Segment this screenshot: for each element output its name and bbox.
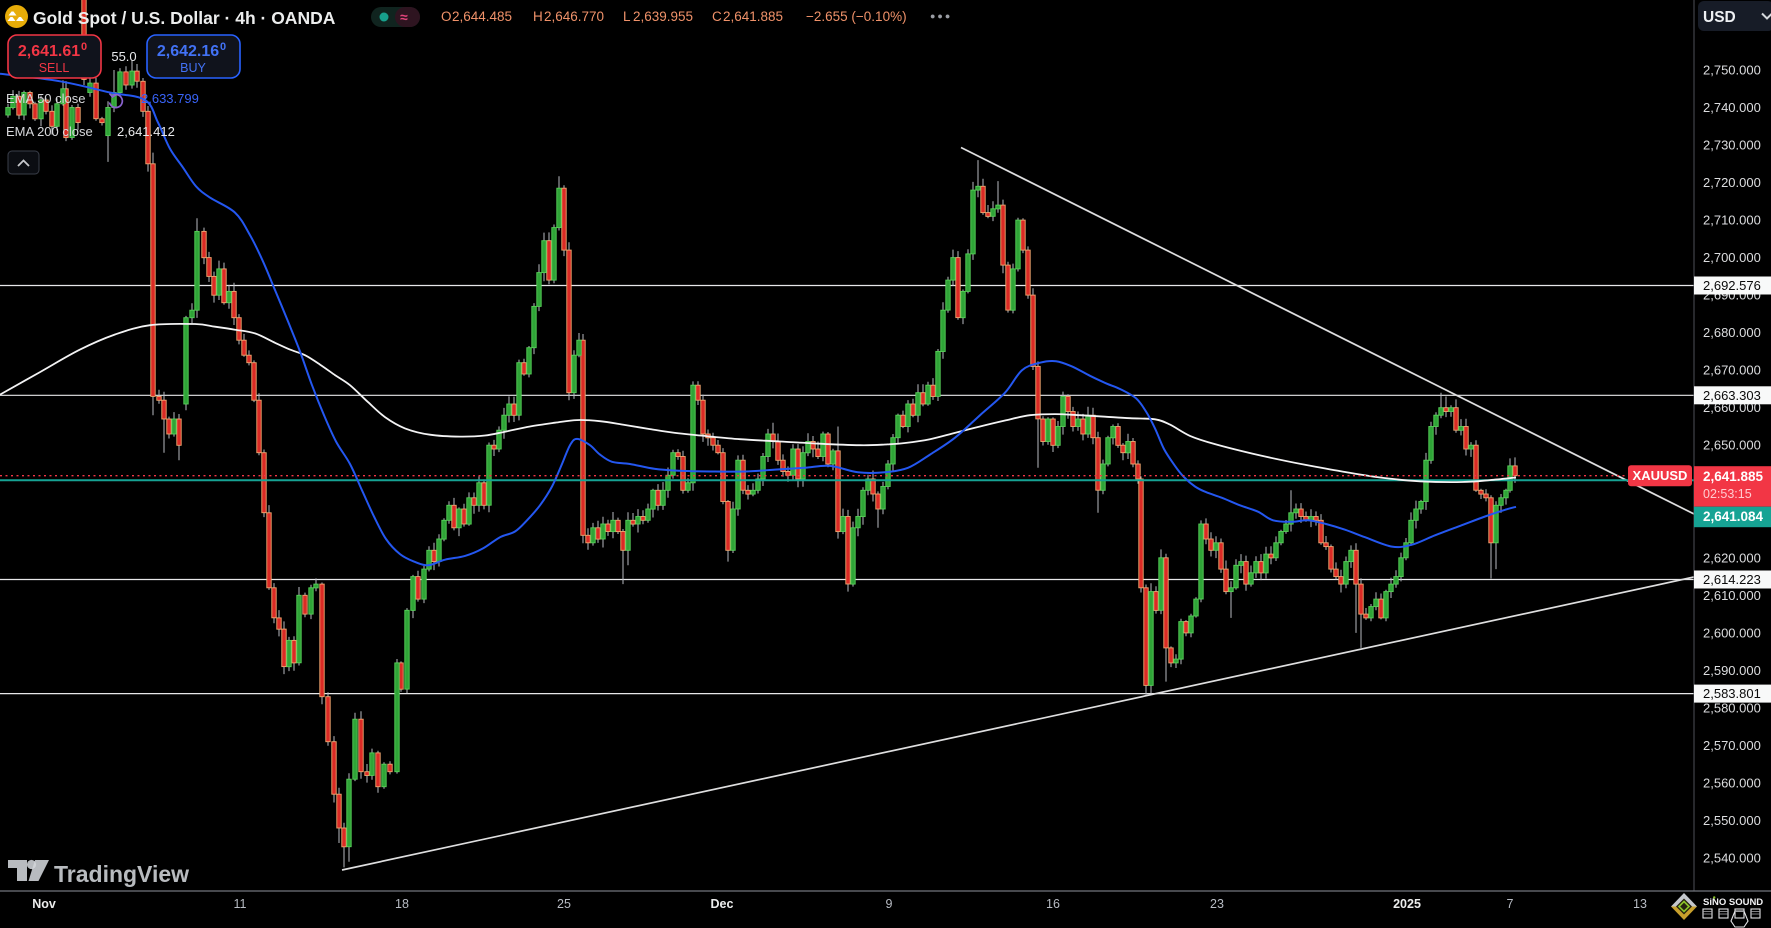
svg-text:2,639.955: 2,639.955	[633, 9, 693, 24]
svg-text:2,641.412: 2,641.412	[117, 124, 175, 139]
svg-text:2025: 2025	[1393, 897, 1421, 911]
svg-text:2,641.084: 2,641.084	[1703, 509, 1764, 524]
svg-text:2,614.223: 2,614.223	[1703, 572, 1761, 587]
svg-text:0: 0	[220, 41, 226, 53]
svg-text:−2.655 (−0.10%): −2.655 (−0.10%)	[806, 9, 907, 24]
svg-text:2,720.000: 2,720.000	[1703, 175, 1761, 190]
svg-text:2,633.799: 2,633.799	[141, 91, 199, 106]
svg-text:18: 18	[395, 897, 409, 911]
svg-text:BUY: BUY	[180, 61, 206, 75]
svg-text:USD: USD	[1703, 9, 1736, 26]
svg-text:2,570.000: 2,570.000	[1703, 738, 1761, 753]
svg-text:2,540.000: 2,540.000	[1703, 851, 1761, 866]
svg-text:2,550.000: 2,550.000	[1703, 813, 1761, 828]
svg-text:TradingView: TradingView	[54, 861, 189, 887]
svg-text:2,642.16: 2,642.16	[157, 43, 219, 60]
svg-text:2,730.000: 2,730.000	[1703, 138, 1761, 153]
svg-text:2,646.770: 2,646.770	[544, 9, 604, 24]
svg-text:2,610.000: 2,610.000	[1703, 588, 1761, 603]
svg-text:≈: ≈	[400, 9, 408, 25]
svg-text:2,670.000: 2,670.000	[1703, 363, 1761, 378]
svg-text:0: 0	[81, 41, 87, 53]
svg-text:Nov: Nov	[32, 897, 56, 911]
svg-text:9: 9	[886, 897, 893, 911]
svg-text:2,650.000: 2,650.000	[1703, 438, 1761, 453]
svg-text:23: 23	[1210, 897, 1224, 911]
svg-text:25: 25	[557, 897, 571, 911]
svg-text:O: O	[441, 9, 452, 24]
svg-text:2,740.000: 2,740.000	[1703, 100, 1761, 115]
svg-text:2,641.885: 2,641.885	[723, 9, 783, 24]
svg-text:55.0: 55.0	[111, 49, 136, 64]
svg-text:C: C	[712, 9, 722, 24]
svg-text:2,692.576: 2,692.576	[1703, 278, 1761, 293]
svg-text:XAUUSD: XAUUSD	[1633, 468, 1688, 483]
svg-text:Dec: Dec	[711, 897, 734, 911]
svg-text:2,583.801: 2,583.801	[1703, 686, 1761, 701]
svg-text:Gold Spot / U.S. Dollar · 4h ·: Gold Spot / U.S. Dollar · 4h · OANDA	[33, 8, 336, 28]
svg-text:2,641.885: 2,641.885	[1703, 469, 1764, 484]
svg-text:2,710.000: 2,710.000	[1703, 213, 1761, 228]
svg-text:2,641.61: 2,641.61	[18, 43, 80, 60]
svg-text:2,644.485: 2,644.485	[452, 9, 512, 24]
svg-text:EMA 200 close: EMA 200 close	[6, 124, 93, 139]
svg-text:02:53:15: 02:53:15	[1703, 487, 1752, 501]
svg-text:2,560.000: 2,560.000	[1703, 776, 1761, 791]
svg-text:H: H	[533, 9, 543, 24]
svg-text:2,620.000: 2,620.000	[1703, 550, 1761, 565]
svg-text:2,680.000: 2,680.000	[1703, 325, 1761, 340]
svg-text:2,600.000: 2,600.000	[1703, 625, 1761, 640]
svg-text:2,700.000: 2,700.000	[1703, 250, 1761, 265]
svg-text:SiNO SOUND: SiNO SOUND	[1703, 897, 1763, 908]
svg-text:●●●: ●●●	[930, 11, 952, 21]
svg-text:2,580.000: 2,580.000	[1703, 700, 1761, 715]
svg-text:SELL: SELL	[39, 61, 70, 75]
svg-text:2,663.303: 2,663.303	[1703, 388, 1761, 403]
svg-text:EMA 50 close: EMA 50 close	[6, 91, 86, 106]
svg-text:11: 11	[234, 897, 247, 911]
svg-text:13: 13	[1633, 897, 1647, 911]
svg-text:7: 7	[1507, 897, 1514, 911]
svg-text:L: L	[623, 9, 631, 24]
svg-text:2,590.000: 2,590.000	[1703, 663, 1761, 678]
svg-text:16: 16	[1046, 897, 1060, 911]
svg-text:2,750.000: 2,750.000	[1703, 63, 1761, 78]
